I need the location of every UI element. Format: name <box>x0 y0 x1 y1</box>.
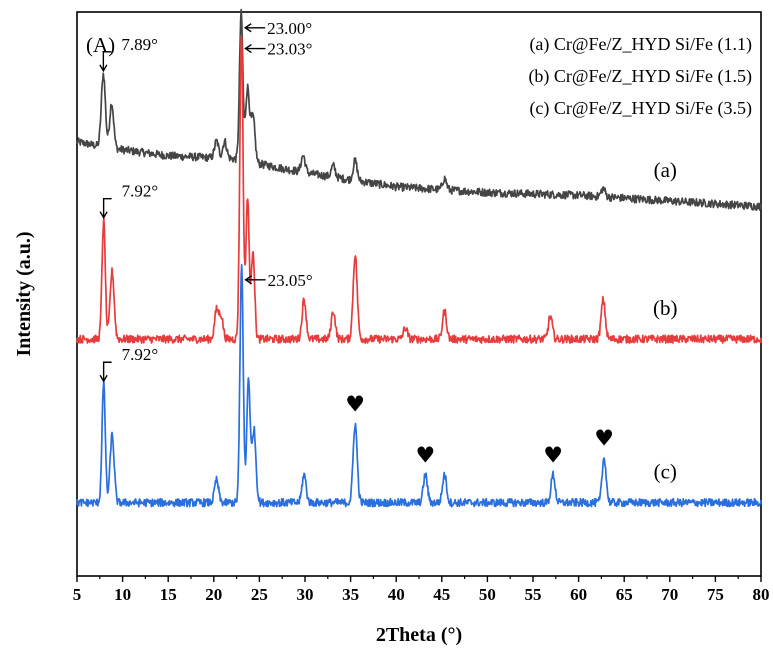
series-tag-b: (b) <box>653 296 678 320</box>
x-axis-title: 2Theta (°) <box>376 624 462 646</box>
x-tick-label: 35 <box>342 585 359 604</box>
x-tick-label: 55 <box>525 585 542 604</box>
x-tick-label: 5 <box>73 585 82 604</box>
series-layer <box>76 8 762 508</box>
peak-label: 23.00° <box>267 19 312 38</box>
x-tick-label: 40 <box>388 585 405 604</box>
x-tick-label: 45 <box>433 585 450 604</box>
x-tick-label: 75 <box>707 585 724 604</box>
panel-label: (A) <box>86 33 115 57</box>
series-tag-a: (a) <box>654 158 677 182</box>
x-tick-label: 10 <box>114 585 131 604</box>
peak-arrow <box>102 361 112 381</box>
series-line-a <box>76 8 762 211</box>
series-line-b <box>76 34 762 344</box>
x-axis-ticks: 5 10 15 20 25 30 35 40 45 50 55 60 65 70 75 80 <box>73 576 770 604</box>
legend-entry-c: (c) Cr@Fe/Z_HYD Si/Fe (3.5) <box>529 98 752 119</box>
y-axis-title: Intensity (a.u.) <box>13 231 35 356</box>
peak-label: 23.03° <box>267 40 312 59</box>
peak-arrow-head <box>99 211 108 220</box>
plot-frame <box>76 11 762 577</box>
x-tick-label: 50 <box>479 585 496 604</box>
peak-label: 7.89° <box>121 35 158 54</box>
series-tag-c: (c) <box>654 460 677 484</box>
heart-marker: ♥ <box>594 427 614 452</box>
annotation-layer: (a) 7.89° 23.00° (b) 7.92° 23.03° (c) 7.92° 23.0… <box>99 19 678 484</box>
peak-arrow-head <box>99 374 108 383</box>
peak-label: 7.92° <box>122 345 159 364</box>
peak-arrow-head <box>99 64 108 73</box>
legend-entry-a: (a) Cr@Fe/Z_HYD Si/Fe (1.1) <box>529 34 752 55</box>
x-tick-label: 25 <box>251 585 268 604</box>
peak-label: 7.92° <box>122 182 159 201</box>
x-tick-label: 15 <box>160 585 177 604</box>
peak-arrow-head <box>244 275 253 285</box>
peak-arrow-head <box>243 23 252 33</box>
x-tick-label: 60 <box>570 585 587 604</box>
peak-arrow <box>102 51 112 70</box>
x-tick-label: 30 <box>297 585 314 604</box>
heart-marker: ♥ <box>416 443 436 468</box>
series-line-c <box>76 263 762 508</box>
x-tick-label: 70 <box>661 585 678 604</box>
peak-label: 23.05° <box>268 271 313 290</box>
heart-marker: ♥ <box>543 443 563 468</box>
x-tick-label: 65 <box>616 585 633 604</box>
x-tick-label: 20 <box>205 585 222 604</box>
legend-entry-b: (b) Cr@Fe/Z_HYD Si/Fe (1.5) <box>528 66 752 87</box>
peak-arrow-head <box>244 43 252 54</box>
heart-marker: ♥ <box>345 393 365 418</box>
peak-arrow <box>102 197 112 217</box>
legend: (a) Cr@Fe/Z_HYD Si/Fe (1.1) (b) Cr@Fe/Z_… <box>528 34 752 119</box>
x-tick-label: 80 <box>753 585 770 604</box>
